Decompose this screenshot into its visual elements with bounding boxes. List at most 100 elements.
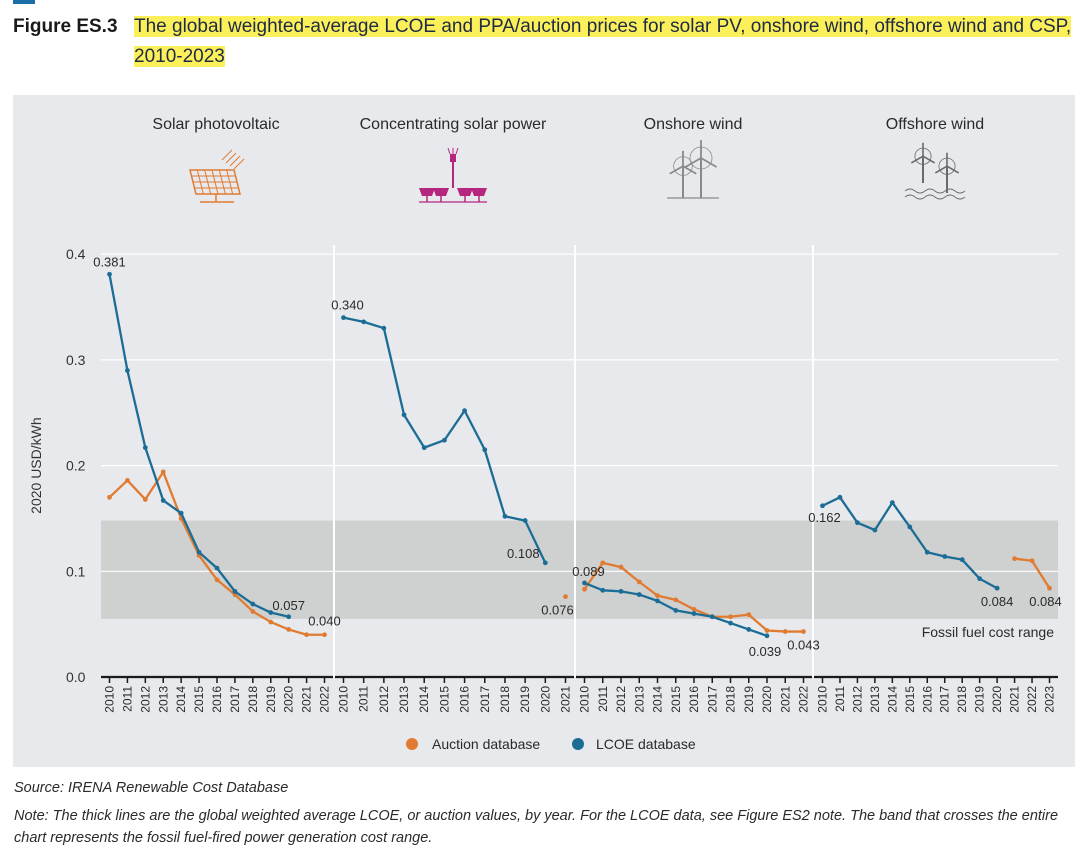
lcoe-series-point (728, 620, 733, 626)
lcoe-series-point (462, 408, 467, 414)
x-tick-label: 2011 (120, 686, 134, 712)
data-label: 0.089 (572, 564, 605, 579)
x-tick-label: 2021 (300, 686, 314, 713)
x-tick-label: 2010 (816, 686, 830, 713)
tower-ray (455, 147, 459, 155)
y-tick-label: 0.3 (66, 352, 86, 368)
auction-series-point (600, 560, 606, 566)
figure-accent-bar (13, 0, 35, 4)
lcoe-series-point (341, 315, 346, 321)
lcoe-series-point (636, 592, 642, 597)
lcoe-series-point (421, 445, 427, 451)
x-tick-label: 2015 (192, 686, 206, 713)
y-tick-label: 0.0 (66, 669, 86, 685)
lcoe-series-point (618, 588, 624, 594)
x-tick-label: 2022 (1025, 686, 1039, 713)
auction-series-point (582, 586, 587, 592)
x-tick-label: 2015 (903, 686, 917, 713)
auction-series-point (250, 609, 256, 614)
lcoe-series-point (855, 520, 860, 526)
lcoe-series-point (250, 601, 256, 607)
lcoe-series-point (482, 447, 488, 453)
turbine-rotor (689, 146, 713, 170)
x-tick-label: 2023 (1043, 686, 1057, 713)
fossil-band-2 (335, 520, 574, 619)
sun-ray (233, 158, 245, 170)
lcoe-series-point (142, 445, 148, 451)
panel-0: Solar photovoltaic 2010 2011 2012 2013 2014 20… (93, 116, 341, 713)
onshore-wind-turbine-icon (667, 140, 719, 199)
lcoe-series-point (600, 587, 606, 593)
panel-title: Onshore wind (644, 116, 743, 133)
sun-ray (225, 152, 237, 164)
sun-ray (221, 149, 233, 161)
x-tick-label: 2011 (833, 686, 847, 712)
lcoe-series-point (361, 319, 367, 325)
auction-series-point (304, 632, 309, 638)
auction-series-point (268, 619, 274, 625)
x-tick-label: 2014 (885, 686, 899, 713)
solar-panel-icon (189, 149, 245, 203)
lcoe-series-point (977, 576, 983, 582)
lcoe-series-point (942, 554, 948, 559)
water-wave (904, 188, 966, 194)
fossil-band-4 (814, 520, 1058, 619)
turbine-blade (922, 155, 936, 164)
fossil-band-label: Fossil fuel cost range (922, 624, 1054, 640)
offshore-wind-turbine-icon (904, 142, 966, 200)
x-tick-label: 2021 (778, 686, 792, 713)
lcoe-series-point (764, 633, 770, 639)
x-tick-label: 2012 (138, 686, 152, 713)
x-tick-label: 2019 (742, 686, 756, 713)
x-tick-label: 2012 (850, 686, 864, 713)
x-tick-label: 2016 (210, 686, 224, 713)
auction-series-point (728, 614, 733, 620)
lcoe-series-point (286, 614, 292, 620)
x-tick-label: 2013 (632, 686, 646, 713)
auction-series-point (746, 612, 752, 618)
lcoe-series-point (709, 614, 715, 620)
legend-lcoe-marker (572, 738, 584, 750)
heliostat-mirror (419, 188, 435, 196)
data-label: 0.043 (787, 638, 820, 653)
lcoe-series-point (107, 271, 112, 277)
lcoe-series-point (907, 524, 913, 530)
data-label: 0.162 (808, 510, 841, 525)
data-label: 0.057 (272, 598, 305, 613)
figure-title: The global weighted-average LCOE and PPA… (134, 12, 1074, 72)
x-tick-label: 2014 (174, 686, 188, 713)
data-label: 0.381 (93, 254, 126, 269)
x-tick-label: 2010 (337, 686, 351, 713)
tower-ray (447, 147, 451, 155)
lcoe-series-point (746, 627, 752, 632)
lcoe-series-point (178, 510, 184, 516)
turbine-blade (669, 165, 684, 175)
lcoe-series-point (196, 549, 202, 555)
auction-series-point (801, 629, 806, 634)
heliostat-mirror (433, 188, 449, 196)
x-tick-label: 2012 (614, 686, 628, 713)
lcoe-series-point (889, 500, 895, 505)
auction-series-point (107, 494, 112, 500)
x-tick-label: 2020 (538, 686, 552, 713)
auction-series-point (214, 577, 220, 583)
lcoe-series-point (673, 608, 679, 613)
auction-series-point (782, 629, 788, 634)
auction-series-point (563, 594, 568, 600)
lcoe-series-point (214, 565, 220, 571)
turbine-rotor (914, 147, 932, 165)
auction-series-point (286, 627, 292, 632)
lcoe-series-point (522, 518, 528, 523)
panel-1: Concentrating solar power 2010 2011 2012 201… (331, 116, 574, 713)
turbine-blade (946, 165, 960, 174)
x-tick-label: 2020 (760, 686, 774, 713)
data-label: 0.340 (331, 298, 364, 313)
lcoe-series-point (502, 513, 508, 519)
lcoe-series-point (542, 560, 548, 566)
panel-title: Offshore wind (886, 116, 984, 133)
auction-series-point (673, 597, 679, 603)
x-tick-label: 2021 (559, 686, 573, 713)
lcoe-series-point (232, 588, 238, 594)
x-tick-label: 2022 (318, 686, 332, 713)
lcoe-series-point (655, 598, 660, 604)
